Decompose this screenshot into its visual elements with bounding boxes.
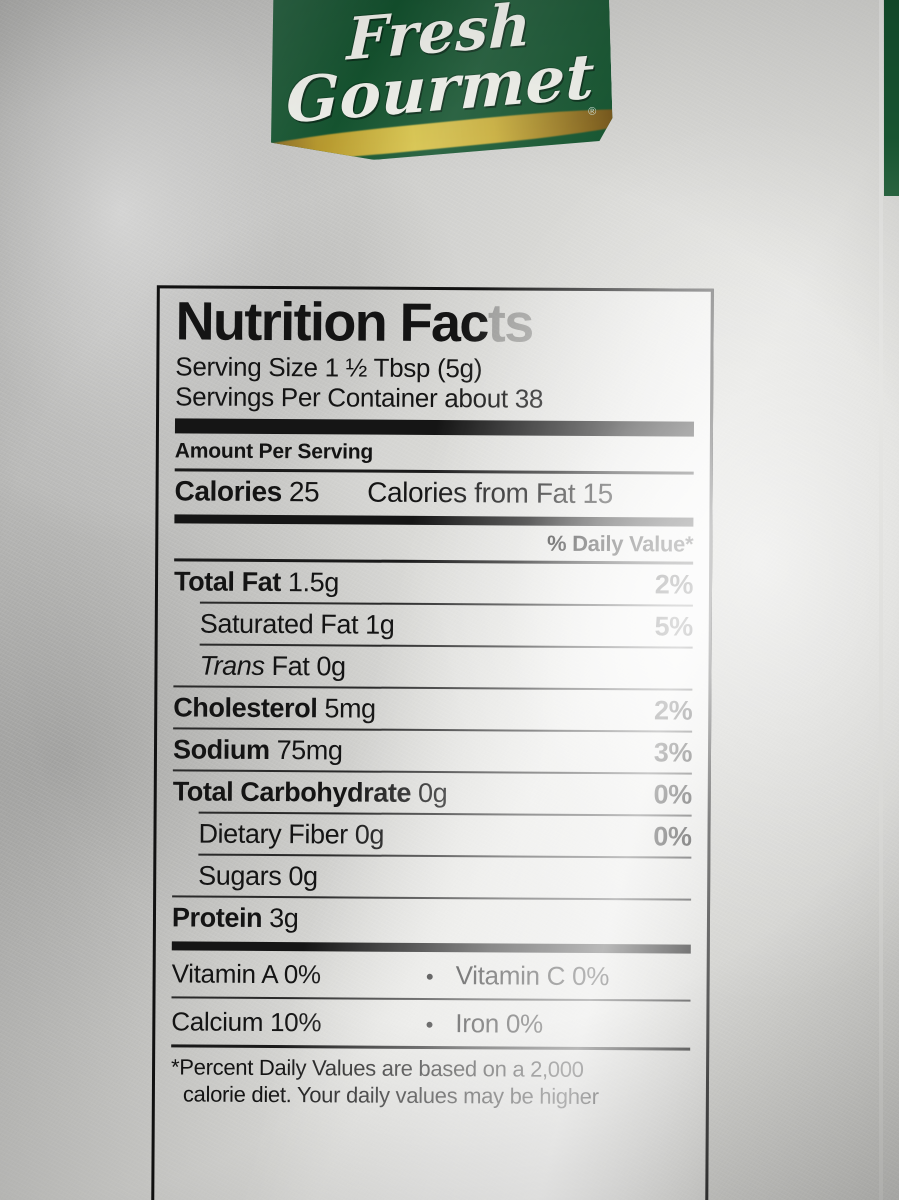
nutrient-label-group: Total Fat 1.5g (174, 567, 339, 599)
vitamin-row: Calcium 10% • Iron 0% (171, 999, 690, 1048)
nutrient-daily-value: 0% (653, 821, 692, 852)
package-edge-seam (879, 0, 883, 1200)
nutrient-row: Total Carbohydrate 0g 0% (173, 772, 692, 815)
registered-trademark-icon: ® (588, 105, 597, 118)
nutrient-label-group: Total Carbohydrate 0g (173, 777, 448, 810)
nutrient-row-group: Total Fat 1.5g 2% Saturated Fat 1g 5% Trans Fat… (172, 562, 693, 941)
calories-value: 25 (288, 476, 320, 508)
thick-divider-top (174, 418, 695, 437)
nutrient-row: Trans Fat 0g (173, 646, 692, 689)
footnote-block: *Percent Daily Values are based on a 2,0… (171, 1048, 690, 1111)
nutrient-daily-value: 0% (653, 779, 692, 810)
nutrient-label-group: Trans Fat 0g (199, 651, 345, 683)
nutrient-daily-value: 5% (654, 611, 693, 642)
nutrient-label-group: Sodium 75mg (173, 735, 343, 767)
nutrient-row: Dietary Fiber 0g 0% (172, 814, 691, 857)
nutrient-amount: 75mg (276, 735, 343, 766)
footnote-line-1: *Percent Daily Values are based on a 2,0… (170, 1054, 584, 1083)
daily-value-header: % Daily Value* (546, 531, 694, 557)
nutrient-name: Saturated Fat (199, 608, 359, 640)
servings-per-container-text: Servings Per Container about 38 (175, 381, 544, 414)
nutrient-label-group: Cholesterol 5mg (173, 693, 376, 725)
nutrient-row: Protein 3g (172, 898, 691, 941)
vitamin-row: Vitamin A 0% • Vitamin C 0% (171, 951, 690, 1000)
nutrient-row: Saturated Fat 1g 5% (174, 604, 693, 647)
nutrition-facts-title-faded: ts (487, 293, 533, 354)
bullet-separator-icon: • (425, 1012, 434, 1038)
vitamin-left-value: Vitamin A 0% (171, 958, 321, 990)
nutrient-amount: 1g (365, 609, 395, 641)
nutrient-amount: 5mg (324, 693, 376, 725)
nutrient-label-group: Dietary Fiber 0g (198, 819, 384, 851)
nutrient-daily-value: 2% (654, 569, 694, 600)
nutrient-name: Total Carbohydrate (172, 776, 412, 809)
nutrient-row: Sodium 75mg 3% (173, 730, 692, 773)
brand-logo: Fresh Gourmet ® (265, 0, 614, 163)
nutrient-name: Dietary Fiber (198, 818, 348, 850)
bullet-separator-icon: • (425, 964, 434, 990)
nutrient-name: Trans (199, 650, 265, 682)
calories-from-fat: Calories from Fat 15 (367, 476, 613, 510)
nutrient-name: Cholesterol (173, 692, 318, 724)
nutrient-row: Sugars 0g (172, 856, 691, 899)
nutrient-daily-value: 2% (653, 695, 693, 726)
nutrition-facts-title: Nutrition Facts (175, 291, 694, 354)
nutrient-amount: 0g (354, 819, 385, 851)
nutrition-facts-title-main: Nutrition Fac (175, 291, 489, 354)
amount-per-serving-label: Amount Per Serving (174, 439, 374, 465)
footnote-line-2: calorie diet. Your daily values may be h… (182, 1081, 599, 1109)
nutrient-name: Protein (171, 902, 263, 934)
vitamin-left-value: Calcium 10% (171, 1006, 322, 1038)
nutrient-amount: 3g (269, 903, 299, 934)
nutrient-amount: 0g (417, 778, 448, 809)
nutrition-facts-panel: Nutrition Facts Serving Size 1 ½ Tbsp (5… (151, 285, 714, 1200)
nutrient-name: Sugars (198, 860, 282, 892)
nutrient-amount: 0g (288, 861, 318, 892)
serving-size-text: Serving Size 1 ½ Tbsp (5g) (175, 351, 483, 384)
vitamin-row-group: Vitamin A 0% • Vitamin C 0% Calcium 10% • Iro… (171, 951, 691, 1048)
vitamin-right-value: Iron 0% (455, 1008, 543, 1040)
calories-row: Calories 25 Calories from Fat 15 (174, 472, 693, 514)
nutrient-name: Total Fat (173, 566, 282, 598)
nutrient-row: Cholesterol 5mg 2% (173, 688, 692, 731)
calories-label: Calories (174, 475, 282, 508)
nutrient-label-group: Saturated Fat 1g (200, 609, 395, 641)
nutrient-label-group: Protein 3g (172, 903, 299, 935)
vitamin-right-value: Vitamin C 0% (455, 960, 610, 992)
nutrient-row: Total Fat 1.5g 2% (174, 562, 693, 605)
nutrient-amount: Fat 0g (271, 651, 346, 682)
nutrient-name: Sodium (172, 734, 270, 766)
nutrient-label-group: Sugars 0g (198, 861, 318, 893)
nutrient-daily-value: 3% (653, 737, 693, 768)
nutrient-amount: 1.5g (287, 567, 339, 598)
package-green-edge-strip (884, 0, 899, 196)
